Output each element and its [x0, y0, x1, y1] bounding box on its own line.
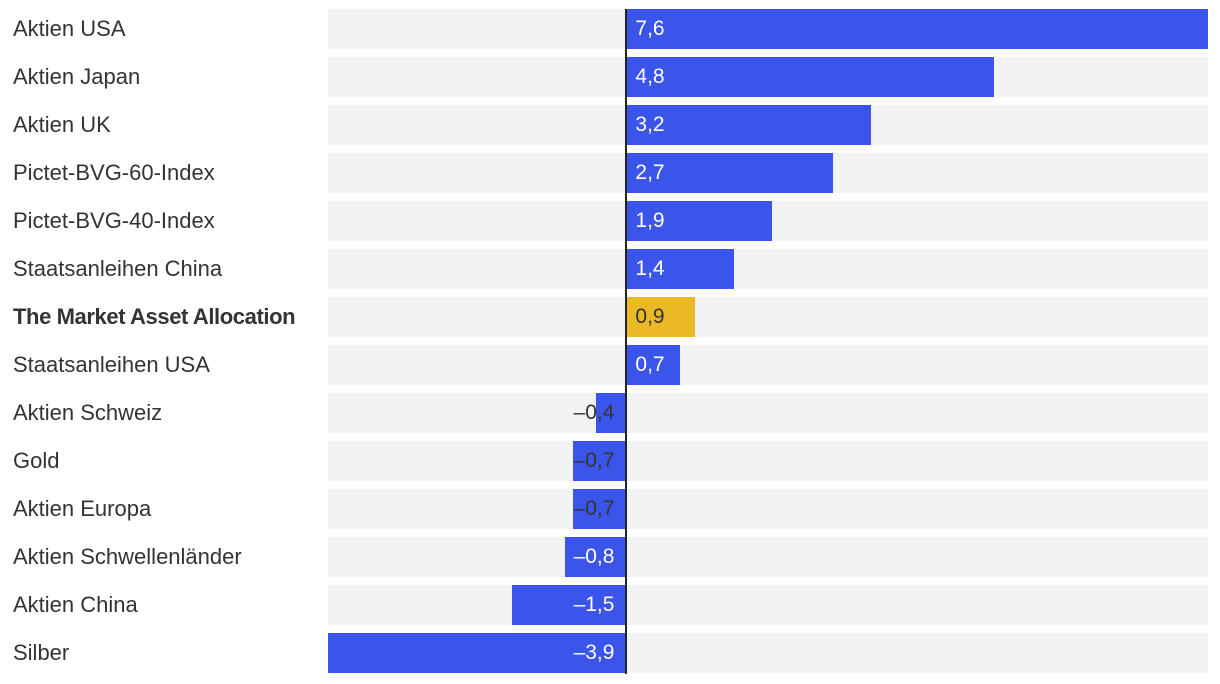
- row-background: [328, 393, 1208, 433]
- data-label: 1,9: [635, 209, 665, 232]
- bar: [511, 585, 627, 625]
- bar: [626, 153, 834, 193]
- row-background: [328, 537, 1208, 577]
- data-label: –0,8: [573, 545, 615, 568]
- data-label: –0,4: [573, 401, 615, 424]
- data-label: 0,7: [635, 353, 665, 376]
- category-label: Staatsanleihen USA: [13, 352, 210, 377]
- bar: [328, 633, 627, 673]
- data-label: 2,7: [635, 161, 665, 184]
- category-label: Aktien Japan: [13, 64, 141, 89]
- category-label: Pictet-BVG-40-Index: [13, 208, 215, 233]
- data-label: 4,8: [635, 65, 665, 88]
- category-label: Aktien USA: [13, 16, 126, 41]
- bar: [595, 393, 627, 433]
- zero-axis-line: [625, 9, 628, 674]
- bar: [626, 201, 772, 241]
- row-background: [328, 441, 1208, 481]
- category-label: Aktien Europa: [13, 496, 152, 521]
- data-label: –1,5: [573, 593, 615, 616]
- bar: [572, 441, 627, 481]
- data-label: 7,6: [635, 17, 665, 40]
- category-label: Aktien UK: [13, 112, 111, 137]
- bar: [626, 249, 734, 289]
- data-label: 1,4: [635, 257, 665, 280]
- category-label: Silber: [13, 640, 70, 665]
- bar: [572, 489, 627, 529]
- category-label: Aktien China: [13, 592, 138, 617]
- bar: [565, 537, 627, 577]
- data-label: –0,7: [573, 449, 615, 472]
- category-label: Staatsanleihen China: [13, 256, 223, 281]
- row-background: [328, 345, 1208, 385]
- bar: [626, 105, 872, 145]
- row-background: [328, 489, 1208, 529]
- category-label: Gold: [13, 448, 60, 473]
- category-label: The Market Asset Allocation: [13, 304, 296, 329]
- bar: [626, 9, 1208, 49]
- category-label: Aktien Schwellenländer: [13, 544, 242, 569]
- row-background: [328, 297, 1208, 337]
- row-background: [328, 249, 1208, 289]
- category-label: Aktien Schweiz: [13, 400, 163, 425]
- row-background: [328, 585, 1208, 625]
- bar: [626, 345, 680, 385]
- bar-highlight: [626, 297, 696, 337]
- data-label: –0,7: [573, 497, 615, 520]
- data-label: –3,9: [573, 641, 615, 664]
- data-label: 3,2: [635, 113, 665, 136]
- bar: [626, 57, 994, 97]
- data-label: 0,9: [635, 305, 665, 328]
- category-label: Pictet-BVG-60-Index: [13, 160, 215, 185]
